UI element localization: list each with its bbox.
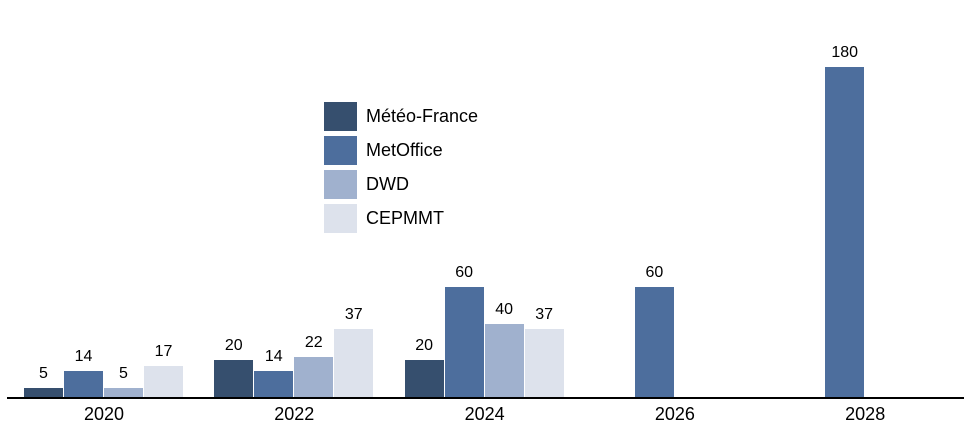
bar-value-label: 20 (224, 337, 243, 354)
bar-value-label: 60 (455, 264, 473, 281)
legend-swatch (324, 170, 357, 199)
bar-value-label: 14 (264, 348, 283, 365)
bar (104, 388, 143, 397)
bar (334, 329, 374, 397)
x-tick-label: 2024 (464, 404, 505, 424)
bar-value-label: 180 (831, 44, 859, 61)
legend: Météo-France MetOffice DWD CEPMMT (324, 102, 478, 238)
legend-label: CEPMMT (366, 208, 444, 228)
bar-value-label: 17 (154, 343, 173, 360)
bar (24, 388, 63, 397)
bar (524, 329, 564, 397)
bar (254, 371, 294, 397)
bar-value-label: 22 (304, 334, 323, 351)
bar (64, 371, 103, 397)
bar (404, 360, 444, 397)
legend-label: DWD (366, 174, 409, 194)
legend-swatch (324, 102, 357, 131)
legend-swatch (324, 204, 357, 233)
x-tick-label: 2028 (845, 404, 886, 424)
bar-value-label: 37 (535, 306, 553, 323)
bar-value-label: 40 (495, 301, 513, 318)
legend-item: Météo-France (324, 102, 478, 131)
bar-value-label: 37 (344, 306, 363, 323)
x-tick-label: 2022 (274, 404, 315, 424)
bar (144, 366, 183, 397)
x-axis-line (7, 397, 964, 399)
bar (634, 287, 674, 397)
bar-value-label: 60 (645, 264, 664, 281)
bar-value-label: 20 (415, 337, 433, 354)
legend-label: Météo-France (366, 106, 479, 126)
legend-label: MetOffice (366, 140, 443, 160)
bar (825, 67, 865, 397)
legend-item: DWD (324, 170, 478, 199)
bar-value-label: 5 (39, 365, 48, 382)
bar (444, 287, 484, 397)
bar (294, 357, 334, 397)
legend-swatch (324, 136, 357, 165)
x-tick-label: 2026 (654, 404, 695, 424)
bar-value-label: 5 (119, 365, 128, 382)
bar-value-label: 14 (74, 348, 93, 365)
x-tick-label: 2020 (83, 404, 125, 424)
legend-item: CEPMMT (324, 204, 478, 233)
bar (484, 324, 524, 397)
legend-item: MetOffice (324, 136, 478, 165)
bar (214, 360, 254, 397)
